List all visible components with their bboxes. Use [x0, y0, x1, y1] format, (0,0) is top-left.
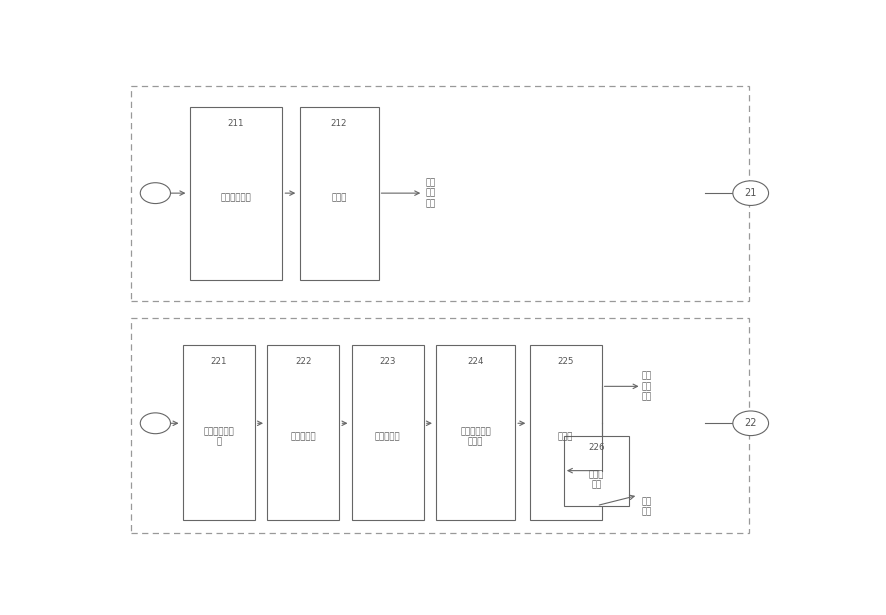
- Bar: [190, 107, 283, 280]
- Text: 221: 221: [211, 357, 227, 365]
- Text: 224: 224: [468, 357, 484, 365]
- Text: 工频
信号
输出: 工频 信号 输出: [425, 178, 436, 208]
- Text: 带部
放电
信号: 带部 放电 信号: [641, 371, 652, 401]
- Bar: [436, 344, 515, 520]
- Text: 绝对值峰值检
波电路: 绝对值峰值检 波电路: [461, 427, 491, 446]
- Text: 22: 22: [744, 418, 757, 428]
- Text: 称空增益放大
器: 称空增益放大 器: [204, 427, 234, 446]
- Text: 222: 222: [295, 357, 312, 365]
- Text: 21: 21: [744, 188, 757, 198]
- Circle shape: [140, 413, 170, 434]
- Bar: [268, 344, 339, 520]
- Text: 跟随器: 跟随器: [558, 432, 573, 442]
- Text: 225: 225: [557, 357, 574, 365]
- Circle shape: [140, 183, 170, 204]
- Bar: [530, 344, 602, 520]
- Text: 放音
信号: 放音 信号: [641, 498, 652, 517]
- Text: 带通滤波器: 带通滤波器: [375, 432, 400, 442]
- Text: 跟随器: 跟随器: [331, 194, 346, 202]
- Text: 223: 223: [379, 357, 396, 365]
- Bar: [299, 107, 378, 280]
- Circle shape: [733, 411, 768, 435]
- Circle shape: [733, 181, 768, 205]
- Bar: [564, 435, 629, 506]
- Text: 工频降压电路: 工频降压电路: [221, 194, 252, 202]
- Text: 正反放大器: 正反放大器: [291, 432, 316, 442]
- Text: 211: 211: [228, 119, 245, 128]
- Bar: [352, 344, 424, 520]
- Text: 226: 226: [588, 443, 605, 451]
- Text: 低通滤
波器: 低通滤 波器: [589, 470, 604, 490]
- Bar: [183, 344, 255, 520]
- Text: 212: 212: [330, 119, 347, 128]
